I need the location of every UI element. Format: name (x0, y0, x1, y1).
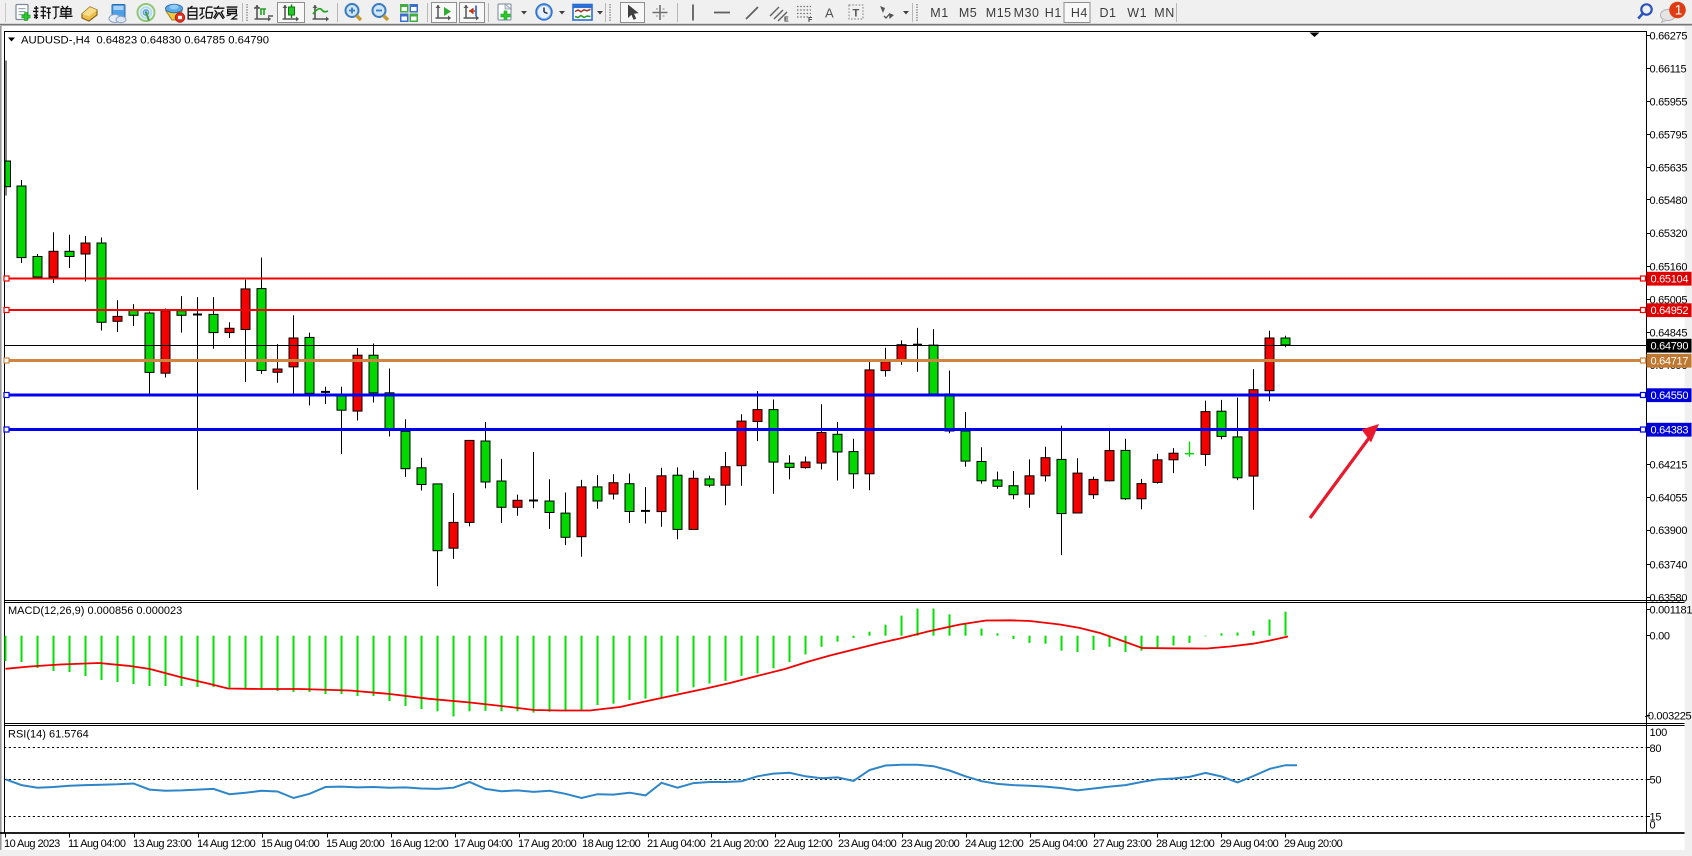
svg-text:24 Aug 12:00: 24 Aug 12:00 (965, 838, 1024, 850)
svg-text:0.66115: 0.66115 (1650, 64, 1687, 76)
svg-text:0.64952: 0.64952 (1651, 305, 1689, 317)
svg-text:21 Aug 04:00: 21 Aug 04:00 (647, 838, 706, 850)
svg-text:0.63900: 0.63900 (1650, 525, 1688, 537)
svg-text:D1: D1 (1100, 6, 1117, 20)
svg-text:50: 50 (1650, 775, 1662, 787)
svg-text:0.63740: 0.63740 (1650, 560, 1688, 572)
svg-text:0.001181: 0.001181 (1650, 605, 1692, 617)
svg-text:M30: M30 (1014, 6, 1040, 20)
svg-text:100: 100 (1650, 727, 1668, 739)
svg-text:0.64383: 0.64383 (1651, 425, 1689, 437)
svg-text:0.65320: 0.65320 (1650, 228, 1688, 240)
svg-text:0.65104: 0.65104 (1651, 274, 1689, 286)
svg-text:0.00: 0.00 (1650, 631, 1670, 643)
svg-text:0.63580: 0.63580 (1650, 593, 1688, 605)
svg-text:E: E (784, 17, 789, 24)
svg-text:80: 80 (1650, 743, 1662, 755)
svg-text:16 Aug 12:00: 16 Aug 12:00 (390, 838, 449, 850)
svg-text:0.64845: 0.64845 (1650, 327, 1688, 339)
svg-text:17 Aug 20:00: 17 Aug 20:00 (518, 838, 577, 850)
svg-text:H4: H4 (1071, 6, 1088, 20)
svg-text:10 Aug 2023: 10 Aug 2023 (4, 838, 60, 850)
svg-text:A: A (825, 6, 834, 21)
svg-text:15 Aug 20:00: 15 Aug 20:00 (326, 838, 385, 850)
svg-text:M15: M15 (986, 6, 1012, 20)
svg-text:23 Aug 20:00: 23 Aug 20:00 (901, 838, 960, 850)
svg-text:25 Aug 04:00: 25 Aug 04:00 (1029, 838, 1088, 850)
svg-text:0.65480: 0.65480 (1650, 195, 1688, 207)
svg-text:29 Aug 04:00: 29 Aug 04:00 (1220, 838, 1279, 850)
svg-text:M5: M5 (959, 6, 977, 20)
svg-text:RSI(14) 61.5764: RSI(14) 61.5764 (8, 729, 89, 741)
svg-text:1: 1 (1675, 3, 1683, 18)
svg-text:0.64550: 0.64550 (1651, 390, 1689, 402)
svg-text:AUDUSD-,H4 0.64823 0.64830 0.: AUDUSD-,H4 0.64823 0.64830 0.64785 0.647… (21, 35, 269, 47)
svg-text:0.64055: 0.64055 (1650, 493, 1688, 505)
svg-text:0.64790: 0.64790 (1651, 341, 1689, 353)
svg-text:0.64215: 0.64215 (1650, 460, 1688, 472)
svg-text:29 Aug 20:00: 29 Aug 20:00 (1284, 838, 1343, 850)
svg-text:MN: MN (1154, 6, 1174, 20)
svg-text:11 Aug 04:00: 11 Aug 04:00 (68, 838, 126, 850)
svg-text:13 Aug 23:00: 13 Aug 23:00 (133, 838, 192, 850)
svg-text:0.64717: 0.64717 (1651, 356, 1689, 368)
svg-text:18 Aug 12:00: 18 Aug 12:00 (582, 838, 641, 850)
svg-text:0: 0 (1650, 820, 1656, 832)
svg-text:0.66275: 0.66275 (1650, 31, 1688, 43)
svg-text:MACD(12,26,9) 0.000856 0.00002: MACD(12,26,9) 0.000856 0.000023 (8, 605, 182, 617)
svg-text:27 Aug 23:00: 27 Aug 23:00 (1093, 838, 1152, 850)
svg-text:23 Aug 04:00: 23 Aug 04:00 (838, 838, 897, 850)
svg-text:M1: M1 (930, 6, 948, 20)
svg-text:0.65955: 0.65955 (1650, 97, 1688, 109)
svg-text:28 Aug 12:00: 28 Aug 12:00 (1156, 838, 1215, 850)
svg-text:15 Aug 04:00: 15 Aug 04:00 (261, 838, 320, 850)
svg-text:21 Aug 20:00: 21 Aug 20:00 (710, 838, 769, 850)
svg-text:W1: W1 (1127, 6, 1147, 20)
svg-text:22 Aug 12:00: 22 Aug 12:00 (774, 838, 833, 850)
svg-text:17 Aug 04:00: 17 Aug 04:00 (454, 838, 513, 850)
svg-text:H1: H1 (1045, 6, 1062, 20)
svg-text:0.65795: 0.65795 (1650, 130, 1688, 142)
svg-text:14 Aug 12:00: 14 Aug 12:00 (197, 838, 256, 850)
svg-text:T: T (853, 8, 860, 20)
svg-text:F: F (808, 17, 813, 24)
svg-text:0.65160: 0.65160 (1650, 262, 1688, 274)
svg-text:15: 15 (1650, 811, 1662, 823)
svg-text:0.65635: 0.65635 (1650, 163, 1688, 175)
svg-text:-0.003225: -0.003225 (1645, 710, 1692, 722)
